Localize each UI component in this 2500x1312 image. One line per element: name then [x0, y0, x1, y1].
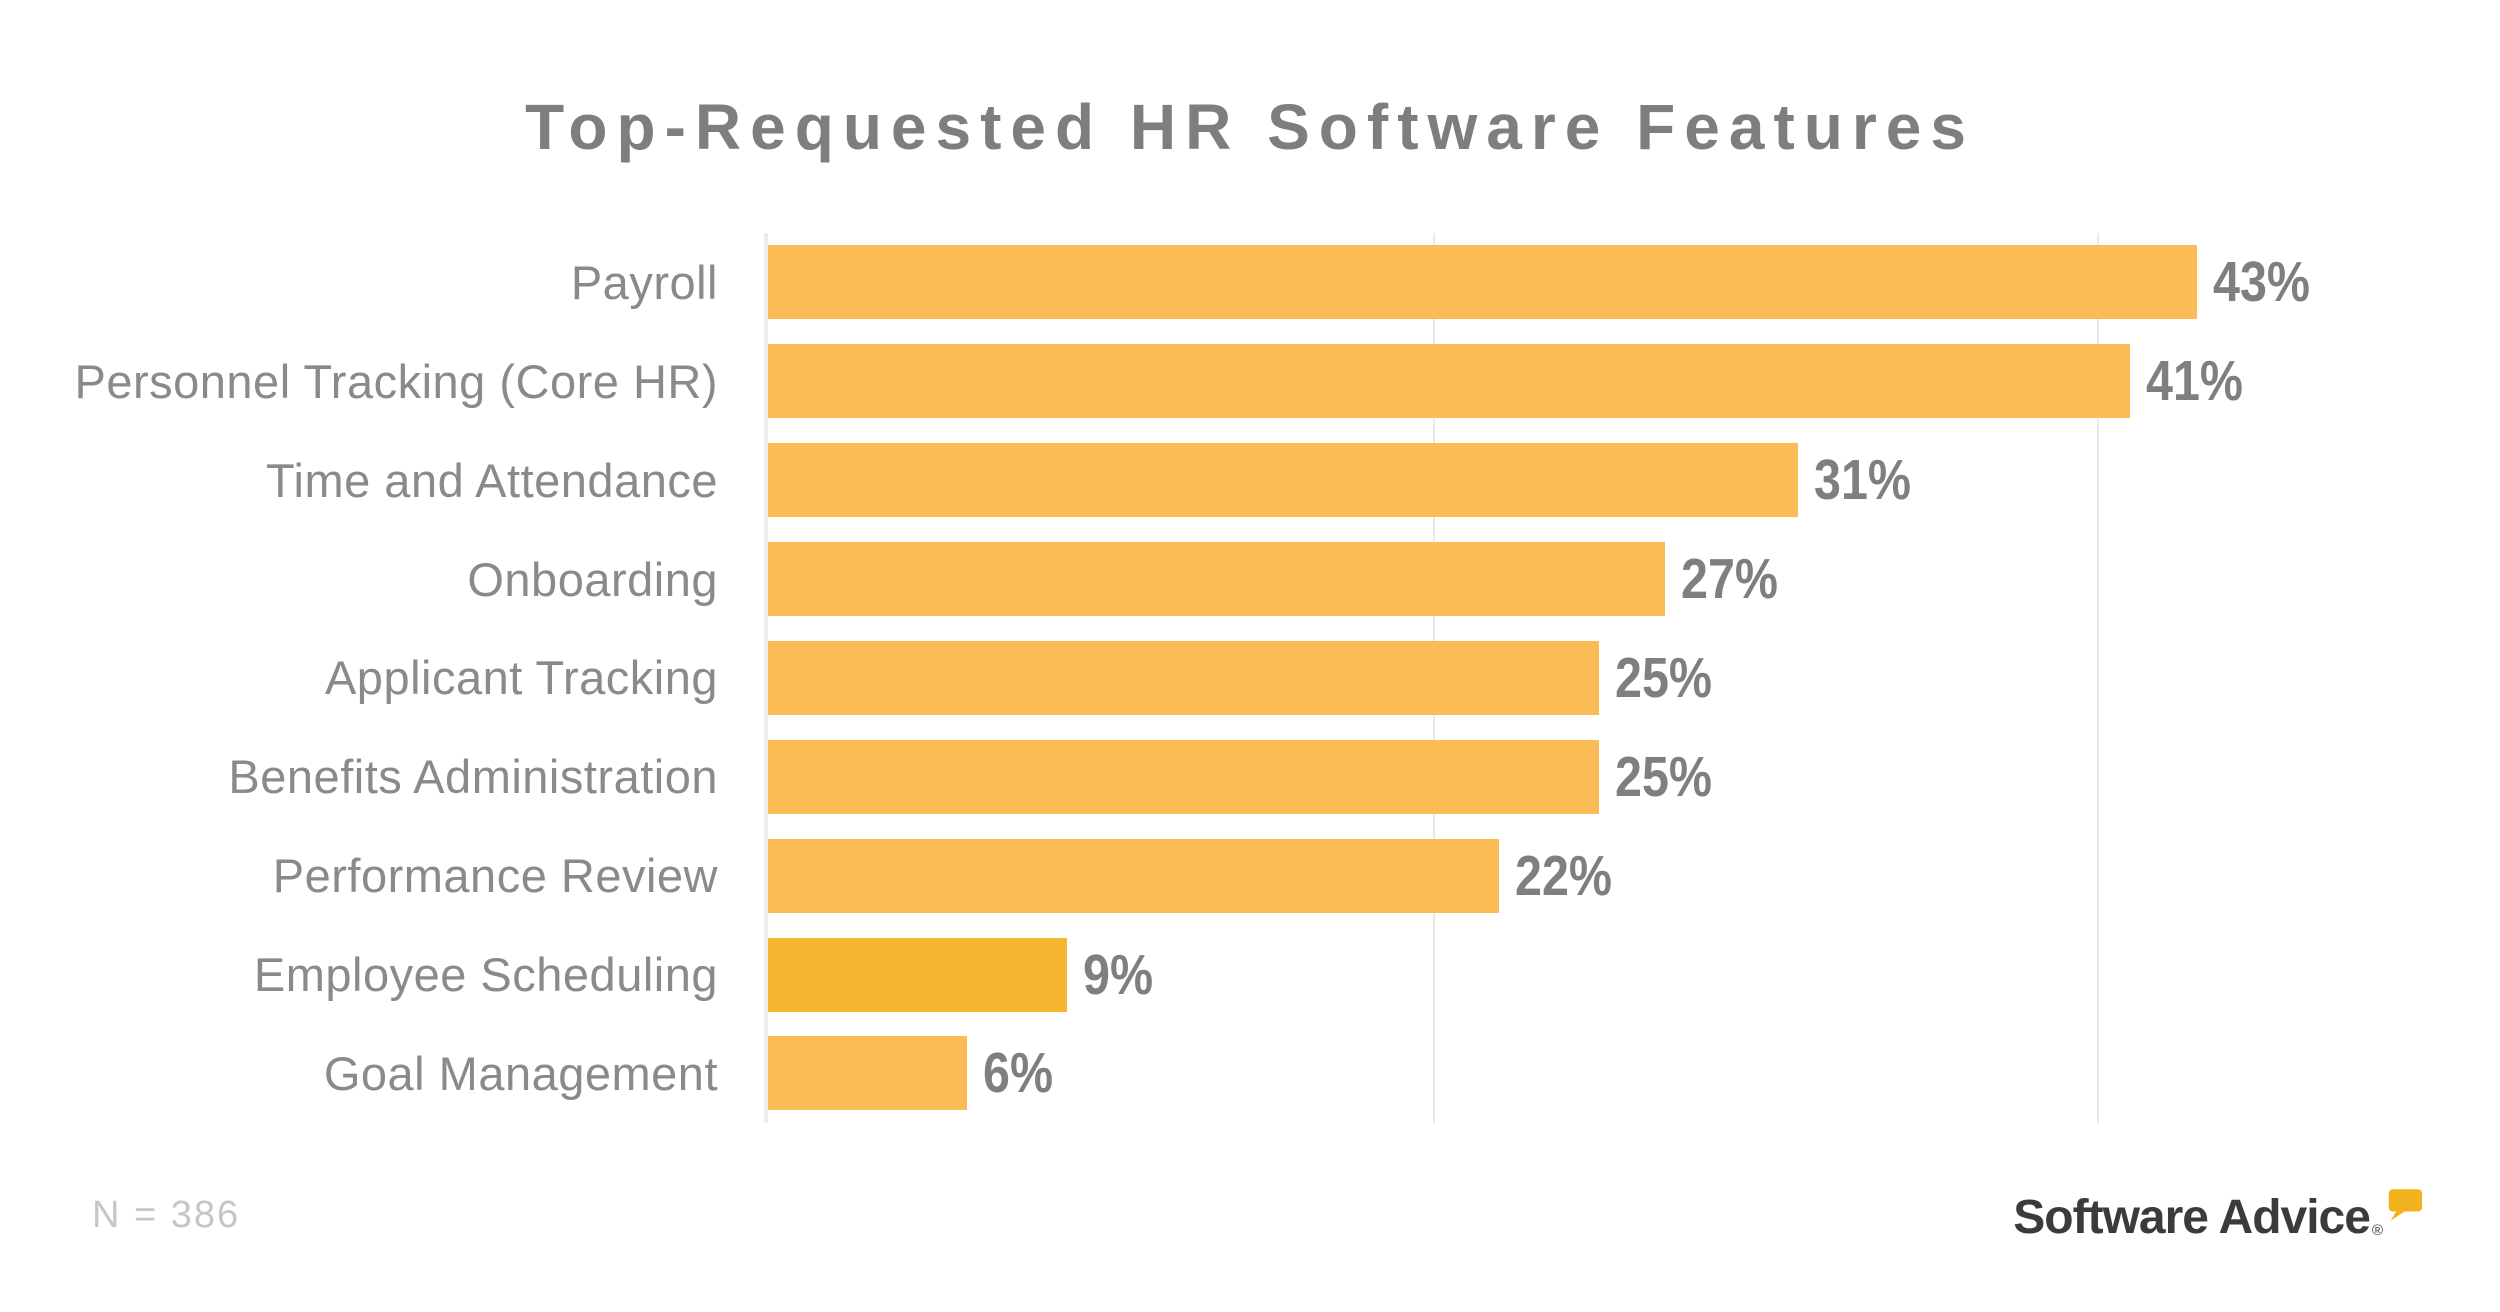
bar-performance-review: [768, 838, 1500, 913]
brand-logo-text: Software Advice: [2013, 1191, 2371, 1244]
value-label: 31%: [1814, 448, 1912, 513]
category-label: Applicant Tracking: [324, 651, 718, 705]
bar-row: Employee Scheduling 9%: [0, 925, 2500, 1024]
bar-onboarding: [768, 542, 1666, 617]
value-label: 27%: [1681, 547, 1779, 612]
bar-row: Onboarding 27%: [0, 530, 2500, 629]
chart-title: Top-Requested HR Software Features: [525, 91, 1975, 163]
bar-time-and-attendance: [768, 443, 1799, 518]
bar-employee-scheduling: [768, 937, 1068, 1012]
bar-goal-management: [768, 1036, 968, 1111]
gridline-40: [2097, 233, 2100, 1123]
value-label: 25%: [1614, 744, 1712, 809]
value-label: 9%: [1083, 942, 1154, 1007]
category-label: Onboarding: [467, 552, 718, 606]
value-label: 43%: [2212, 250, 2310, 315]
value-label: 41%: [2146, 349, 2244, 414]
plot-area: Payroll 43% Personnel Tracking (Core HR)…: [0, 233, 2500, 1123]
bar-rows: Payroll 43% Personnel Tracking (Core HR)…: [0, 233, 2500, 1123]
category-label: Employee Scheduling: [253, 948, 718, 1002]
value-label: 25%: [1614, 645, 1712, 710]
bar-row: Performance Review 22%: [0, 826, 2500, 925]
brand-logo: Software Advice ®: [2013, 1188, 2423, 1242]
bar-row: Applicant Tracking 25%: [0, 629, 2500, 728]
bar-benefits-administration: [768, 739, 1599, 814]
category-label: Payroll: [570, 255, 718, 309]
category-label: Time and Attendance: [266, 453, 718, 507]
bar-applicant-tracking: [768, 640, 1599, 715]
category-label: Benefits Administration: [228, 750, 718, 804]
sample-size-note: N = 386: [92, 1194, 241, 1236]
bar-row: Goal Management 6%: [0, 1024, 2500, 1123]
bar-personnel-tracking: [768, 344, 2131, 419]
value-label: 22%: [1515, 843, 1613, 908]
speech-bubble-icon: [2388, 1189, 2423, 1221]
category-label: Goal Management: [323, 1046, 718, 1100]
bar-row: Personnel Tracking (Core HR) 41%: [0, 332, 2500, 431]
category-label: Performance Review: [272, 849, 718, 903]
bar-payroll: [768, 245, 2197, 320]
bar-row: Benefits Administration 25%: [0, 727, 2500, 826]
bar-row: Payroll 43%: [0, 233, 2500, 332]
category-label: Personnel Tracking (Core HR): [74, 354, 718, 408]
y-axis-line: [764, 233, 768, 1123]
value-label: 6%: [983, 1041, 1054, 1106]
registered-trademark-icon: ®: [2371, 1222, 2383, 1239]
bar-row: Time and Attendance 31%: [0, 431, 2500, 530]
